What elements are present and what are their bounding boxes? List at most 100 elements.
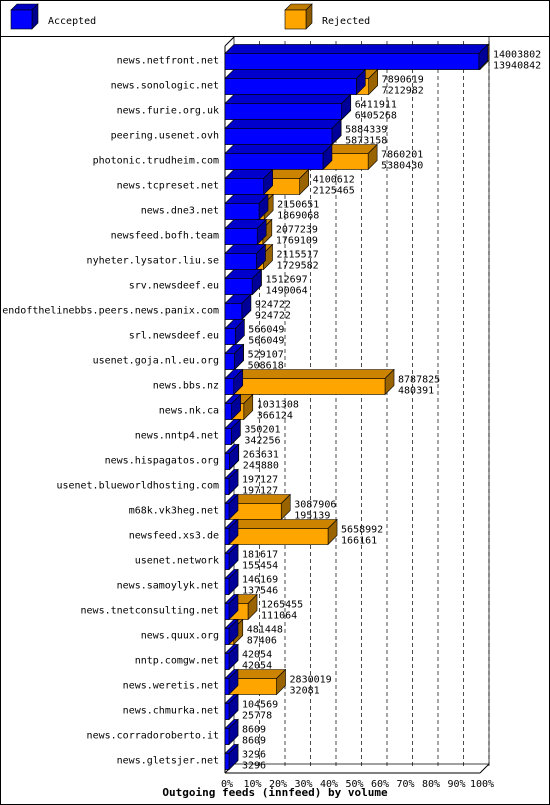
accepted-bar-front xyxy=(224,253,257,270)
offered-value-label: 924722 xyxy=(255,300,291,311)
category-label: peering.usenet.ovh xyxy=(111,131,219,142)
bar-row xyxy=(224,43,490,71)
rejected-bar-front xyxy=(224,378,386,395)
offered-value-label: 263631 xyxy=(243,450,279,461)
category-label: endofthelinebbs.peers.news.panix.com xyxy=(2,306,219,317)
accepted-bar-front xyxy=(224,178,265,195)
category-label: m68k.vk3heg.net xyxy=(129,506,219,517)
accepted-bar-front xyxy=(224,328,236,345)
accepted-bar xyxy=(224,368,244,396)
bar-row xyxy=(224,493,291,521)
accepted-value-label: 5380430 xyxy=(381,161,423,172)
bar-row xyxy=(224,718,239,746)
accepted-bar xyxy=(224,618,239,646)
category-label: news.hispagatos.org xyxy=(105,456,219,467)
legend-label: Rejected xyxy=(322,16,370,27)
bar-row xyxy=(224,193,274,221)
category-label: news.nntp4.net xyxy=(135,431,219,442)
accepted-value-label: 1729582 xyxy=(277,261,319,272)
bar-row xyxy=(224,518,338,546)
bar-row xyxy=(224,293,252,321)
accepted-value-label: 7212982 xyxy=(382,86,424,97)
bar-row xyxy=(224,593,258,621)
offered-value-label: 7860201 xyxy=(381,150,423,161)
accepted-bar-front xyxy=(224,53,480,70)
rejected-bar xyxy=(224,518,338,546)
category-label: photonic.trudheim.com xyxy=(93,156,219,167)
offered-value-label: 2115517 xyxy=(277,250,319,261)
accepted-bar-front xyxy=(224,628,230,645)
legend-item: Accepted xyxy=(10,3,96,30)
bar-row xyxy=(224,343,245,371)
accepted-bar-front xyxy=(224,403,232,420)
accepted-bar xyxy=(224,318,246,346)
category-labels: news.netfront.net news.sonologic.net news.… xyxy=(2,56,219,767)
rejected-bar xyxy=(224,493,291,521)
accepted-bar-front xyxy=(224,653,230,670)
category-label: usenet.network xyxy=(135,556,219,567)
accepted-bar xyxy=(224,443,240,471)
accepted-bar xyxy=(224,418,241,446)
x-tick-label: 30% xyxy=(294,779,312,790)
accepted-bar-front xyxy=(224,103,342,120)
bar-row xyxy=(224,643,239,671)
accepted-value-label: 6405268 xyxy=(355,111,397,122)
accepted-bar xyxy=(224,43,489,71)
accepted-bar xyxy=(224,543,239,571)
legend: Accepted Rejected xyxy=(10,3,370,30)
accepted-bar-front xyxy=(224,678,230,695)
accepted-bar-front xyxy=(224,428,232,445)
rejected-bar-front xyxy=(224,528,329,545)
legend-swatch xyxy=(10,9,33,30)
category-label: nyheter.lysator.liu.se xyxy=(87,256,219,267)
legend-label: Accepted xyxy=(48,16,96,27)
accepted-value-label: 566049 xyxy=(248,336,284,347)
bar-row xyxy=(224,93,352,121)
offered-value-label: 7890619 xyxy=(382,75,424,86)
bar-row xyxy=(224,218,273,246)
category-label: usenet.goja.nl.eu.org xyxy=(93,356,219,367)
accepted-bar xyxy=(224,743,239,771)
x-axis-title: Outgoing feeds (innfeed) by volume xyxy=(162,786,388,799)
accepted-value-label: 13940842 xyxy=(493,61,541,72)
bar-row xyxy=(224,443,240,471)
accepted-value-label: 1490064 xyxy=(266,286,308,297)
accepted-bar xyxy=(224,393,242,421)
category-label: newsfeed.bofh.team xyxy=(111,231,219,242)
category-label: news.corradoroberto.it xyxy=(87,731,219,742)
accepted-value-label: 3296 xyxy=(242,761,266,772)
accepted-bar xyxy=(224,568,239,596)
accepted-bar-front xyxy=(224,303,243,320)
accepted-bar xyxy=(224,218,267,246)
accepted-bar-front xyxy=(224,203,260,220)
category-label: news.nk.ca xyxy=(159,406,219,417)
accepted-bar xyxy=(224,643,239,671)
offered-value-label: 8787825 xyxy=(398,375,440,386)
accepted-bar-front xyxy=(224,278,253,295)
accepted-value-label: 32081 xyxy=(290,686,320,697)
accepted-bar xyxy=(224,668,239,696)
category-label: news.tcpreset.net xyxy=(117,181,219,192)
accepted-bar-top xyxy=(224,119,342,129)
offered-value-label: 481448 xyxy=(247,625,283,636)
accepted-value-label: 5873158 xyxy=(345,136,387,147)
category-label: news.dne3.net xyxy=(141,206,219,217)
accepted-bar-front xyxy=(224,553,230,570)
offered-value-label: 5658992 xyxy=(341,525,383,536)
accepted-bar-front xyxy=(224,603,230,620)
category-label: news.tnetconsulting.net xyxy=(81,606,219,617)
accepted-bar-front xyxy=(224,153,324,170)
x-tick-label: 90% xyxy=(447,779,465,790)
accepted-bar xyxy=(224,718,239,746)
bar-row xyxy=(224,618,244,646)
offered-value-label: 1512697 xyxy=(266,275,308,286)
accepted-bar-front xyxy=(224,578,230,595)
category-label: news.chmurka.net xyxy=(123,706,219,717)
accepted-value-label: 480391 xyxy=(398,386,434,397)
accepted-value-label: 1869068 xyxy=(277,211,319,222)
x-tick-label: 80% xyxy=(422,779,440,790)
bar-row xyxy=(224,543,239,571)
bars xyxy=(224,43,490,771)
